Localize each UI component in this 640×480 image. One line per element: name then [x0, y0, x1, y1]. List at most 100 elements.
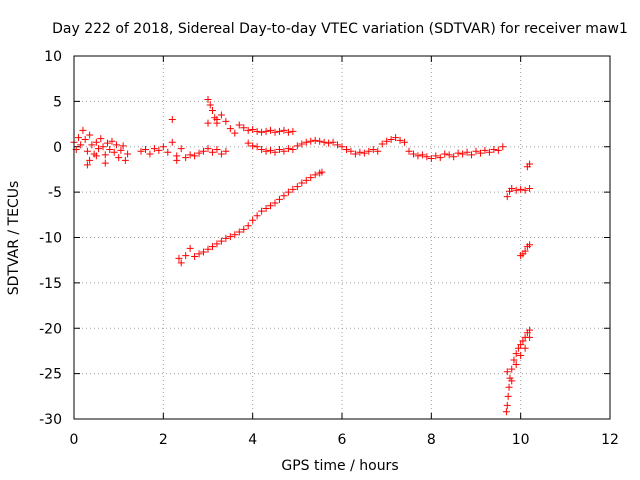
- data-point-arc-long-near-zero: [485, 148, 493, 156]
- data-point-arc-rising: [195, 250, 203, 258]
- y-tick-label: -10: [39, 231, 62, 247]
- data-point-arc-late-steep: [514, 344, 522, 352]
- data-point-arc-rising: [275, 195, 283, 203]
- data-point-arc-long-near-zero: [383, 137, 391, 145]
- data-point-arc-near-zero-early: [81, 135, 89, 143]
- data-point-arc-long-near-zero: [356, 148, 364, 156]
- data-point-arc-rising: [289, 185, 297, 193]
- data-point-arc-long-near-zero: [316, 137, 324, 145]
- data-point-arc-rising: [222, 234, 230, 242]
- data-point-arc-near-zero-mid: [195, 149, 203, 157]
- data-point-arc-rising: [231, 231, 239, 239]
- data-point-arc-near-zero-early: [97, 135, 105, 143]
- data-point-arc-long-near-zero: [405, 147, 413, 155]
- data-point-arc-upper-3h: [206, 101, 214, 109]
- data-point-arc-late-steep: [503, 401, 511, 409]
- data-point-arc-long-near-zero: [481, 146, 489, 154]
- data-point-arc-long-near-zero: [284, 145, 292, 153]
- y-tick-label: -25: [39, 367, 62, 383]
- data-point-arc-long-near-zero: [271, 148, 279, 156]
- x-tick-label: 6: [338, 432, 347, 448]
- data-point-arc-near-zero-mid: [200, 147, 208, 155]
- data-point-arc-late-flat: [521, 186, 529, 194]
- data-point-arc-late-steep: [512, 361, 520, 369]
- data-point-arc-rising: [262, 204, 270, 212]
- data-point-arc-near-zero-mid: [173, 156, 181, 164]
- data-point-arc-near-zero-early: [115, 154, 123, 162]
- data-point-arc-rising: [302, 176, 310, 184]
- data-point-arc-upper-3h: [222, 117, 230, 125]
- data-point-arc-near-zero-early: [79, 126, 87, 134]
- data-point-arc-long-near-zero: [334, 141, 342, 149]
- data-points: [70, 96, 534, 416]
- data-point-arc-long-near-zero: [253, 143, 261, 151]
- data-point-arc-long-near-zero: [450, 153, 458, 161]
- data-point-arc-near-zero-early: [121, 156, 129, 164]
- grid: [74, 56, 610, 419]
- data-point-arc-long-near-zero: [454, 149, 462, 157]
- data-point-arc-rising: [204, 245, 212, 253]
- data-point-arc-late-steep: [519, 337, 527, 345]
- data-point-arc-long-near-zero: [244, 139, 252, 147]
- data-point-arc-upper-3h: [289, 127, 297, 135]
- data-point-arc-late-steep: [512, 350, 520, 358]
- data-point-arc-long-near-zero: [258, 145, 266, 153]
- data-point-arc-near-zero-early: [92, 152, 100, 160]
- data-point-arc-long-near-zero: [392, 134, 400, 142]
- y-axis-label: SDTVAR / TECUs: [6, 181, 22, 296]
- data-point-arc-long-near-zero: [445, 151, 453, 159]
- x-tick-label: 4: [248, 432, 257, 448]
- data-point-arc-long-near-zero: [436, 154, 444, 162]
- data-point-arc-long-near-zero: [293, 142, 301, 150]
- data-point-arc-late-flat: [526, 160, 534, 168]
- data-point-arc-near-zero-mid: [141, 145, 149, 153]
- data-point-arc-near-zero-early: [101, 159, 109, 167]
- data-point-arc-near-zero-mid: [168, 116, 176, 124]
- data-point-arc-near-zero-mid: [164, 148, 172, 156]
- data-point-arc-rising: [318, 168, 326, 176]
- data-point-arc-near-zero-mid: [159, 143, 167, 151]
- data-point-arc-long-near-zero: [441, 150, 449, 158]
- data-point-arc-near-zero-early: [104, 139, 111, 147]
- data-point-arc-long-near-zero: [396, 136, 404, 144]
- data-point-arc-late-steep: [517, 341, 525, 349]
- data-point-arc-late-flat: [512, 186, 520, 194]
- data-point-arc-rising: [307, 174, 315, 182]
- data-point-arc-late-steep: [526, 241, 534, 249]
- x-tick-label: 2: [159, 432, 168, 448]
- data-point-arc-long-near-zero: [494, 146, 502, 154]
- y-tick-label: -30: [39, 412, 62, 428]
- data-point-arc-long-near-zero: [289, 145, 297, 153]
- data-point-arc-late-flat: [503, 193, 511, 201]
- chart-title: Day 222 of 2018, Sidereal Day-to-day VTE…: [52, 21, 628, 37]
- data-point-arc-long-near-zero: [414, 152, 422, 160]
- data-point-arc-upper-3h: [258, 128, 266, 136]
- data-point-arc-late-steep: [521, 344, 529, 352]
- data-point-arc-near-zero-mid: [150, 145, 158, 153]
- data-point-arc-upper-3h: [213, 116, 221, 124]
- data-point-arc-upper-3h: [284, 128, 292, 136]
- data-point-arc-near-zero-mid: [182, 154, 190, 162]
- data-point-arc-rising: [186, 244, 194, 252]
- y-tick-label: 5: [53, 94, 62, 110]
- data-point-arc-rising: [293, 183, 301, 191]
- data-point-arc-near-zero-early: [112, 141, 120, 149]
- data-point-arc-upper-3h: [235, 121, 243, 129]
- data-point-arc-long-near-zero: [298, 140, 306, 148]
- data-point-arc-upper-3h: [217, 111, 225, 119]
- data-point-arc-long-near-zero: [459, 150, 467, 158]
- axis-ticks: 0 2 4 6 8 10 12 10 5 0 -5 -10 -15 -20 -25 -30: [39, 49, 619, 448]
- data-point-arc-rising: [235, 228, 243, 236]
- data-point-arc-long-near-zero: [418, 151, 426, 159]
- data-point-arc-long-near-zero: [275, 145, 283, 153]
- data-point-arc-near-zero-early: [101, 151, 109, 159]
- data-point-arc-long-near-zero: [302, 138, 310, 146]
- data-point-arc-late-steep: [504, 392, 512, 400]
- data-point-arc-long-near-zero: [267, 146, 275, 154]
- data-point-arc-long-near-zero: [401, 138, 409, 146]
- data-point-arc-long-near-zero: [365, 147, 373, 155]
- data-point-arc-near-zero-mid: [146, 150, 154, 158]
- data-point-arc-upper-3h: [208, 106, 216, 114]
- data-point-arc-near-zero-early: [86, 156, 94, 164]
